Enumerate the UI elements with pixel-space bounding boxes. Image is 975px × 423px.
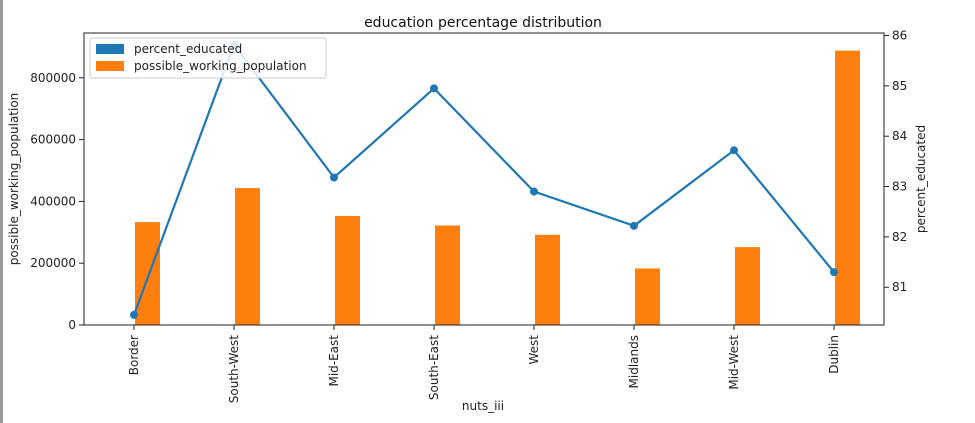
legend-label-bar: possible_working_population [134, 59, 307, 73]
plot-frame [83, 32, 885, 326]
right-tick-label: 85 [892, 79, 907, 93]
point-mid-west [730, 146, 738, 155]
bar-west [535, 234, 560, 325]
point-west [530, 187, 538, 196]
point-midlands [630, 221, 638, 230]
left-tick-label: 400000 [30, 194, 76, 208]
x-axis-label: nuts_iii [462, 399, 504, 413]
right-tick-label: 84 [892, 129, 907, 143]
legend-box [89, 37, 327, 79]
left-tick-label: 800000 [30, 71, 76, 85]
y-axis-label-right: percent_educated [914, 125, 928, 233]
x-tick-label: South-East [427, 335, 441, 400]
left-tick-label: 0 [68, 318, 76, 332]
right-axis: 81 82 83 84 85 86 [884, 29, 907, 294]
legend-swatch-bar [96, 61, 124, 71]
point-dublin [830, 268, 838, 277]
left-tick-label: 600000 [30, 133, 76, 147]
point-border [130, 310, 138, 319]
bar-group [135, 50, 860, 325]
right-tick-label: 82 [892, 230, 907, 244]
bar-dublin [835, 50, 860, 325]
x-tick-label: Dublin [827, 335, 841, 374]
bar-south-west [235, 188, 260, 325]
point-mid-east [330, 173, 338, 182]
bar-midlands [635, 268, 660, 325]
right-tick-label: 83 [892, 180, 907, 194]
bar-border [135, 222, 160, 325]
x-tick-label: Midlands [627, 335, 641, 388]
legend-label-line: percent_educated [134, 42, 242, 56]
right-tick-label: 81 [892, 280, 907, 294]
bar-south-east [435, 225, 460, 325]
point-south-east [430, 84, 438, 93]
x-axis: Border South-West Mid-East South-East West Mi… [127, 325, 841, 403]
x-tick-label: West [527, 335, 541, 365]
x-tick-label: Mid-West [727, 335, 741, 390]
legend: percent_educated possible_working_popula… [89, 37, 327, 79]
left-tick-label: 200000 [30, 256, 76, 270]
bar-mid-west [735, 247, 760, 325]
x-tick-label: South-West [227, 335, 241, 404]
right-tick-label: 86 [892, 29, 907, 43]
legend-swatch-line [96, 44, 124, 54]
left-axis: 0 200000 400000 600000 800000 [30, 71, 84, 332]
x-tick-label: Mid-East [327, 335, 341, 387]
y-axis-label-left: possible_working_population [7, 93, 21, 266]
bar-mid-east [335, 215, 360, 325]
window-edge [0, 0, 3, 423]
x-tick-label: Border [127, 335, 141, 375]
chart-title: education percentage distribution [364, 15, 602, 31]
